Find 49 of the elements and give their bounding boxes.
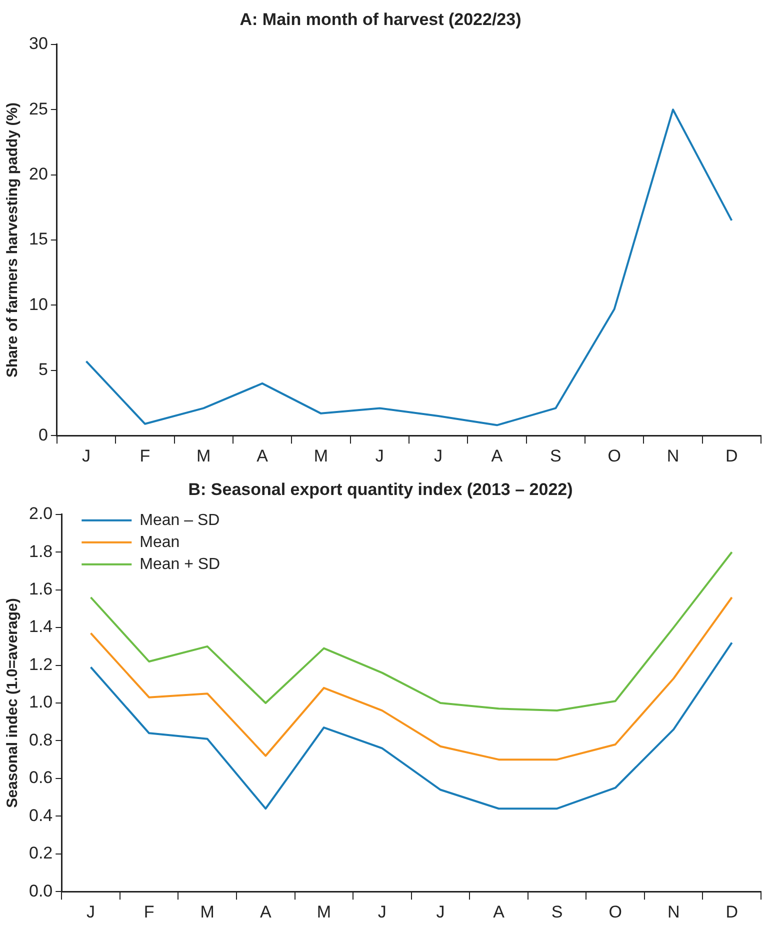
legend-label: Mean	[140, 534, 180, 551]
y-tick-label: 1.0	[28, 692, 53, 712]
x-tick-label: M	[196, 446, 211, 466]
x-tick-label: D	[726, 902, 738, 922]
y-tick-label: 25	[28, 99, 48, 118]
y-tick-label: 0.2	[28, 844, 53, 863]
x-tick-label: M	[200, 902, 214, 922]
x-tick-label: N	[666, 446, 680, 466]
x-tick-label: M	[316, 902, 331, 922]
x-tick-label: J	[378, 902, 386, 922]
x-tick-label: A	[256, 446, 269, 466]
y-tick-label: 5	[38, 360, 48, 380]
y-tick-label: 30	[28, 34, 48, 54]
chart-title: B: Seasonal export quantity index (2013 – 2022)	[188, 480, 573, 499]
legend-label: Mean – SD	[140, 512, 220, 529]
x-tick-label: J	[436, 902, 445, 922]
chart-title: A: Main month of harvest (2022/23)	[240, 10, 522, 29]
y-axis-title: Seasonal indec (1.0=average)	[4, 598, 22, 808]
x-tick-label: M	[314, 446, 328, 466]
x-tick-label: O	[608, 446, 621, 466]
x-tick-label: N	[667, 902, 680, 922]
y-tick-label: 0.4	[28, 806, 53, 825]
x-tick-label: O	[608, 902, 622, 922]
x-tick-label: F	[140, 446, 150, 466]
x-tick-label: J	[375, 446, 384, 466]
y-tick-label: 15	[28, 230, 48, 249]
y-tick-label: 1.8	[28, 542, 53, 561]
y-tick-label: 2.0	[28, 504, 53, 524]
x-tick-label: A	[493, 902, 506, 922]
y-tick-label: 10	[28, 294, 48, 314]
x-tick-label: J	[434, 446, 443, 466]
legend-label: Mean + SD	[140, 556, 220, 573]
y-tick-label: 0.0	[28, 881, 53, 900]
y-tick-label: 1.6	[28, 580, 53, 599]
x-tick-label: D	[726, 446, 738, 466]
x-tick-label: A	[260, 902, 272, 922]
y-axis-title: Share of farmers harvesting paddy (%)	[4, 102, 22, 378]
x-tick-label: J	[86, 902, 96, 922]
x-tick-label: J	[82, 446, 90, 466]
y-tick-label: 0.8	[28, 730, 53, 750]
x-tick-label: S	[551, 902, 563, 922]
y-tick-label: 0	[38, 425, 48, 444]
y-tick-label: 1.4	[28, 617, 53, 636]
x-tick-label: A	[491, 446, 504, 466]
y-tick-label: 20	[28, 164, 48, 184]
y-tick-label: 1.2	[28, 654, 53, 674]
x-tick-label: S	[550, 446, 562, 466]
y-tick-label: 0.6	[28, 768, 53, 788]
x-tick-label: F	[144, 902, 154, 922]
